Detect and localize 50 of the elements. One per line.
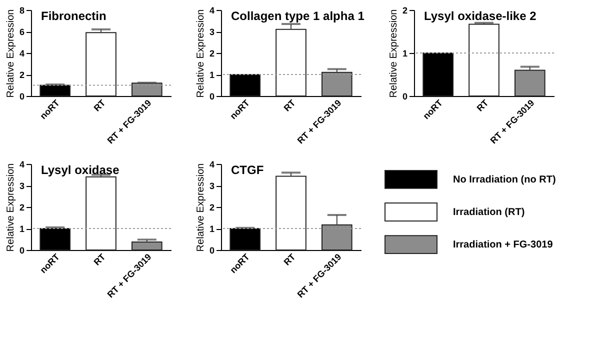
y-tick-label: 1 — [19, 224, 24, 234]
y-tick-label: 4 — [19, 160, 24, 170]
chart-title: Fibronectin — [41, 9, 106, 23]
y-axis-title: Relative Expression — [388, 9, 400, 98]
y-tick-label: 3 — [19, 181, 24, 191]
y-axis-title: Relative Expression — [5, 163, 16, 252]
bar — [468, 24, 500, 96]
category-label: Irradiation + FG-3019 — [453, 240, 554, 251]
y-tick-label: 4 — [209, 6, 214, 16]
bar — [131, 242, 162, 250]
bar — [86, 176, 116, 250]
category-label: Irradiation (RT) — [453, 207, 525, 218]
bar — [276, 28, 306, 96]
y-tick-label: 1 — [402, 48, 408, 58]
y-tick-label: 3 — [209, 27, 214, 37]
x-tick-label: RT — [282, 251, 298, 268]
x-tick-label: RT — [282, 97, 298, 114]
y-axis-title: Relative Expression — [195, 9, 206, 98]
x-tick-label: RT — [92, 251, 108, 268]
y-tick-label: 2 — [209, 202, 214, 212]
bar — [514, 70, 546, 96]
y-axis-title: Relative Expression — [195, 163, 206, 252]
y-tick-label: 0 — [402, 92, 408, 102]
bar — [276, 176, 306, 250]
y-tick-label: 2 — [19, 202, 24, 212]
y-tick-label: 2 — [402, 6, 408, 16]
y-tick-label: 4 — [209, 160, 214, 170]
y-axis-title: Relative Expression — [5, 9, 16, 98]
bar — [86, 32, 116, 96]
y-tick-label: 0 — [19, 92, 24, 102]
y-tick-label: 6 — [19, 27, 24, 37]
bar — [131, 82, 162, 96]
x-tick-label: RT — [92, 97, 108, 114]
y-tick-label: 2 — [19, 70, 24, 80]
y-tick-label: 4 — [19, 48, 24, 58]
category-label: No Irradiation (no RT) — [453, 174, 556, 186]
chart-title: Collagen type 1 alpha 1 — [231, 9, 365, 23]
chart-title: CTGF — [231, 163, 264, 177]
chart-title: Lysyl oxidase-like 2 — [424, 9, 537, 23]
y-tick-label: 0 — [209, 246, 214, 256]
x-tick-label: RT — [474, 97, 491, 114]
chart-title: Lysyl oxidase — [41, 163, 120, 177]
y-tick-label: 2 — [209, 48, 214, 58]
y-tick-label: 1 — [209, 224, 214, 234]
y-tick-label: 0 — [19, 246, 24, 256]
y-tick-label: 0 — [209, 92, 214, 102]
y-tick-label: 3 — [209, 181, 214, 191]
y-tick-label: 8 — [19, 6, 24, 16]
y-tick-label: 1 — [209, 70, 214, 80]
bar — [321, 224, 352, 250]
